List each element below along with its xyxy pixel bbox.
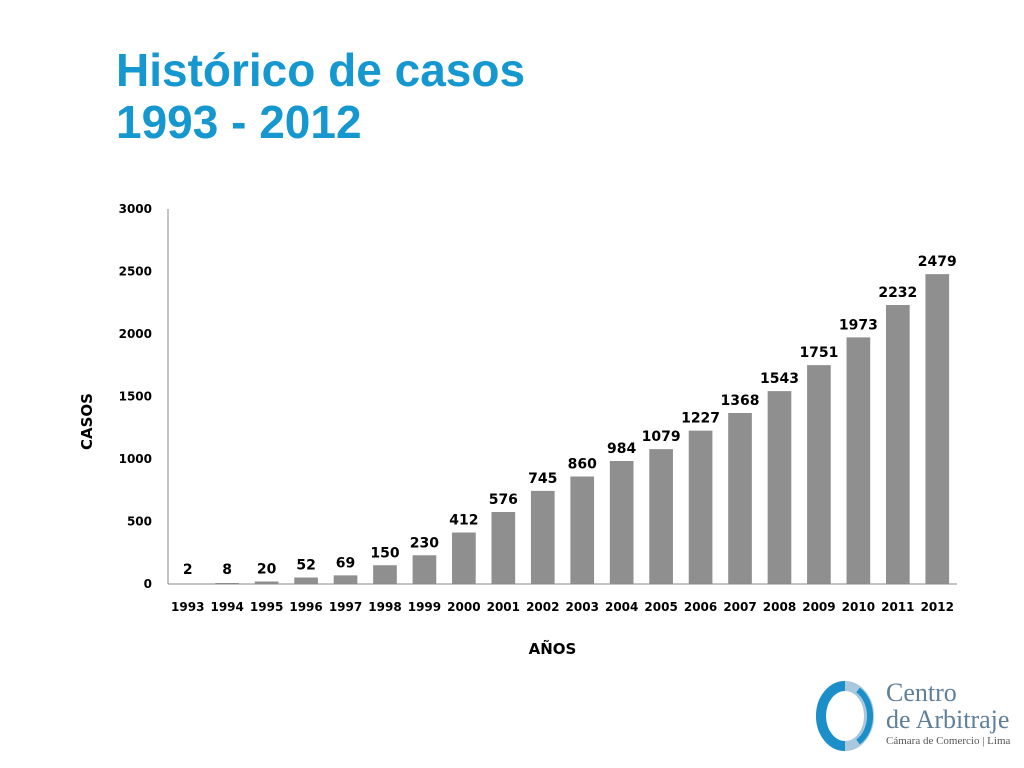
data-labels: 2 8 20 52 69 150 230 412 576 745 860 984 10791227136… <box>183 254 957 578</box>
x-tick-label: 1993 <box>171 600 204 614</box>
data-label: 1079 <box>642 429 681 445</box>
x-tick-label: 2006 <box>684 600 717 614</box>
data-label: 1227 <box>681 411 720 427</box>
x-tick-label: 1997 <box>329 600 362 614</box>
data-label: 412 <box>449 513 478 529</box>
x-tick-label: 2010 <box>842 600 875 614</box>
y-axis-title: CASOS <box>78 393 96 450</box>
x-axis-ticks: 1993 1994 1995 1996 1997 1998 1999 2000 2001 2002… <box>171 600 954 614</box>
logo-line-1: Centro <box>886 678 957 707</box>
x-tick-label: 2008 <box>763 600 796 614</box>
y-axis-ticks: 0 500 1000 1500 2000 2500 3000 <box>119 202 152 591</box>
bar <box>254 581 279 584</box>
data-label: 1751 <box>799 345 838 361</box>
y-tick-label: 1500 <box>119 390 152 404</box>
logo-text: Centro de Arbitraje Cámara de Comercio |… <box>886 680 1010 748</box>
x-tick-label: 2012 <box>921 600 954 614</box>
x-tick-label: 2005 <box>644 600 677 614</box>
x-tick-label: 2003 <box>566 600 599 614</box>
bar <box>294 577 318 584</box>
y-tick-label: 1000 <box>119 452 152 466</box>
data-label: 576 <box>489 492 518 508</box>
x-tick-label: 2004 <box>605 600 638 614</box>
title-line-1: Histórico de casos <box>116 44 526 96</box>
bar <box>767 391 792 584</box>
logo-line-3: Cámara de Comercio | Lima <box>886 735 1011 747</box>
bars <box>175 274 950 585</box>
y-tick-label: 2500 <box>119 265 152 279</box>
x-tick-label: 2011 <box>881 600 914 614</box>
x-tick-label: 1995 <box>250 600 283 614</box>
bar <box>491 512 516 584</box>
x-tick-label: 1994 <box>210 600 243 614</box>
y-tick-label: 2000 <box>119 327 152 341</box>
data-label: 745 <box>528 471 557 487</box>
x-tick-label: 2002 <box>526 600 559 614</box>
page-title: Histórico de casos 1993 - 2012 <box>116 44 525 148</box>
bar <box>333 575 358 584</box>
data-label: 1973 <box>839 317 878 333</box>
data-label: 984 <box>607 441 636 457</box>
bar <box>885 305 910 584</box>
ring-logo-icon <box>816 681 874 751</box>
data-label: 230 <box>410 535 439 551</box>
data-label: 860 <box>568 457 597 473</box>
bar <box>570 476 595 584</box>
bar <box>530 490 555 584</box>
y-tick-label: 500 <box>127 515 152 529</box>
data-label: 150 <box>370 545 399 561</box>
bar <box>807 365 831 584</box>
y-tick-label: 3000 <box>119 202 152 216</box>
data-label: 2 <box>183 562 193 578</box>
data-label: 2479 <box>918 254 957 270</box>
data-label: 52 <box>296 558 315 574</box>
logo: Centro de Arbitraje Cámara de Comercio |… <box>812 678 1012 754</box>
bar-chart: 0 500 1000 1500 2000 2500 3000 2 8 20 52 69 150 230 4… <box>78 202 957 658</box>
bar <box>452 532 476 584</box>
x-tick-label: 1999 <box>408 600 441 614</box>
bar <box>688 430 713 584</box>
bar <box>609 461 634 584</box>
x-tick-label: 1998 <box>368 600 401 614</box>
data-label: 2232 <box>878 285 917 301</box>
x-tick-label: 2009 <box>802 600 835 614</box>
y-tick-label: 0 <box>144 577 152 591</box>
x-tick-label: 1996 <box>289 600 322 614</box>
x-tick-label: 2000 <box>447 600 480 614</box>
data-label: 8 <box>222 562 232 578</box>
x-axis-title: AÑOS <box>529 639 577 658</box>
x-tick-label: 2007 <box>723 600 756 614</box>
bar <box>373 565 397 584</box>
data-label: 1543 <box>760 371 799 387</box>
bar <box>925 274 950 584</box>
data-label: 69 <box>336 555 355 571</box>
data-label: 1368 <box>721 393 760 409</box>
bar <box>846 337 871 584</box>
bar <box>412 555 437 584</box>
x-tick-label: 2001 <box>487 600 520 614</box>
bar <box>728 413 752 584</box>
bar <box>649 449 673 584</box>
title-line-2: 1993 - 2012 <box>116 96 362 148</box>
logo-line-2: de Arbitraje <box>886 705 1010 734</box>
data-label: 20 <box>257 562 277 578</box>
